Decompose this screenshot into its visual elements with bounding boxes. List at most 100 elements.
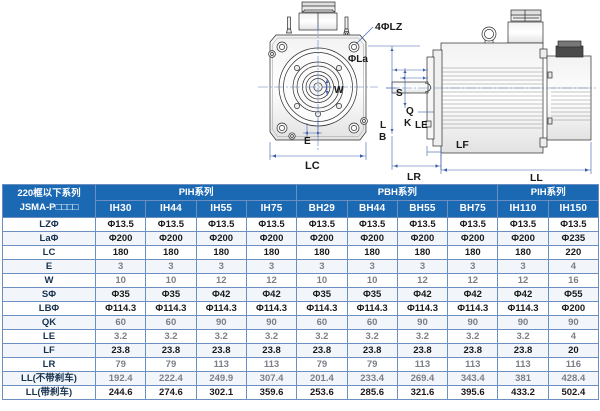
cell-bh75: 3.2 — [447, 329, 499, 344]
cell-bh44: 60 — [346, 315, 398, 330]
cell-bh44: 10 — [346, 273, 398, 288]
cell-ih75: Φ42 — [245, 287, 298, 302]
cell-ih75: 90 — [245, 315, 298, 330]
cell-ih55: 23.8 — [195, 343, 247, 358]
cell-ih55: 3 — [195, 259, 247, 274]
row-label: SΦ — [2, 287, 96, 302]
model-header-ih44: IH44 — [145, 199, 197, 219]
cell-ih150: 116 — [547, 357, 600, 372]
table-row: LC 180 180 180 180 180 180 180 180 180 220 — [2, 245, 600, 260]
cell-ih30: Φ200 — [94, 231, 147, 246]
cell-ih110: 12 — [497, 273, 549, 288]
table-row: LR 79 79 113 113 79 79 113 113 113 116 — [2, 357, 600, 372]
label-4-phi-lz: 4ΦLZ — [375, 21, 403, 33]
model-header-ih75: IH75 — [245, 199, 298, 219]
cell-ih110: 433.2 — [497, 385, 549, 400]
cell-ih30: 244.6 — [94, 385, 147, 400]
cell-ih150: Φ55 — [547, 287, 600, 302]
table-row: LF 23.8 23.8 23.8 23.8 23.8 23.8 23.8 23.8 23.8 20 — [2, 343, 600, 358]
table-row: LL(带刹车) 244.6 274.6 302.1 359.6 253.6 285.6 321… — [2, 385, 600, 400]
cell-ih55: 249.9 — [195, 371, 247, 386]
cell-ih55: Φ42 — [195, 287, 247, 302]
cell-bh29: 3.2 — [296, 329, 348, 344]
row-label: W — [2, 273, 96, 288]
cell-bh75: 90 — [447, 315, 499, 330]
cell-ih44: 23.8 — [145, 343, 197, 358]
cell-bh55: 23.8 — [396, 343, 449, 358]
cell-ih44: Φ200 — [145, 231, 197, 246]
spec-table-body: LZΦ Φ13.5 Φ13.5 Φ13.5 Φ13.5 Φ13.5 Φ13.5 Φ13.5 Φ1… — [2, 217, 600, 400]
cell-ih44: Φ114.3 — [145, 301, 197, 316]
row-label: LaΦ — [2, 231, 96, 246]
cell-ih30: Φ13.5 — [94, 217, 147, 232]
label-l: L — [380, 120, 386, 131]
cell-bh44: 23.8 — [346, 343, 398, 358]
model-header-ih55: IH55 — [195, 199, 247, 219]
cell-ih30: Φ35 — [94, 287, 147, 302]
cell-ih55: 302.1 — [195, 385, 247, 400]
cell-ih150: 220 — [547, 245, 600, 260]
cell-ih44: Φ35 — [145, 287, 197, 302]
cell-ih44: 3 — [145, 259, 197, 274]
table-row: SΦ Φ35 Φ35 Φ42 Φ42 Φ35 Φ35 Φ42 Φ42 Φ42 Φ55 — [2, 287, 600, 302]
table-row: QK 60 60 90 90 60 60 90 90 90 90 — [2, 315, 600, 330]
cell-ih30: 192.4 — [94, 371, 147, 386]
cell-ih55: 90 — [195, 315, 247, 330]
cell-ih55: 180 — [195, 245, 247, 260]
table-row: LE 3.2 3.2 3.2 3.2 3.2 3.2 3.2 3.2 3.2 4 — [2, 329, 600, 344]
cell-ih75: 113 — [245, 357, 298, 372]
cell-ih110: Φ42 — [497, 287, 549, 302]
cell-bh29: Φ13.5 — [296, 217, 348, 232]
cell-ih55: Φ114.3 — [195, 301, 247, 316]
side-dimension-lines — [386, 46, 592, 174]
row-label: LZΦ — [2, 217, 96, 232]
label-b: B — [379, 132, 386, 143]
cell-bh55: Φ114.3 — [396, 301, 449, 316]
label-lc: LC — [305, 160, 320, 172]
row-label: E — [2, 259, 96, 274]
flange-tapped-holes — [294, 65, 342, 117]
cell-bh44: Φ114.3 — [346, 301, 398, 316]
cell-bh55: 113 — [396, 357, 449, 372]
table-row: W 10 10 12 12 10 10 12 12 12 16 — [2, 273, 600, 288]
cell-bh29: 60 — [296, 315, 348, 330]
cell-bh55: Φ200 — [396, 231, 449, 246]
row-label: LR — [2, 357, 96, 372]
cell-bh55: 180 — [396, 245, 449, 260]
spec-table-container: 220框以下系列 JSMA-P□□□□ PIH系列 PBH系列 PIH系列 IH… — [2, 184, 600, 408]
cell-bh55: 321.6 — [396, 385, 449, 400]
cell-ih75: 307.4 — [245, 371, 298, 386]
cell-bh55: 12 — [396, 273, 449, 288]
table-row: LaΦ Φ200 Φ200 Φ200 Φ200 Φ200 Φ200 Φ200 Φ200 Φ200 Φ… — [2, 231, 600, 246]
cell-ih110: Φ200 — [497, 231, 549, 246]
technical-drawing: 4ΦLZ ΦLa W E LC S Q K L B LE LF LR LL — [0, 0, 600, 182]
spec-table-head: 220框以下系列 JSMA-P□□□□ PIH系列 PBH系列 PIH系列 IH… — [2, 184, 600, 219]
cell-ih30: 180 — [94, 245, 147, 260]
label-le: LE — [415, 120, 428, 131]
cell-ih75: Φ200 — [245, 231, 298, 246]
cell-bh55: 3.2 — [396, 329, 449, 344]
corner-line-2: JSMA-P□□□□ — [19, 202, 79, 213]
cell-ih30: 60 — [94, 315, 147, 330]
cell-ih150: 4 — [547, 329, 600, 344]
cell-ih150: 428.4 — [547, 371, 600, 386]
row-label: QK — [2, 315, 96, 330]
table-row: LZΦ Φ13.5 Φ13.5 Φ13.5 Φ13.5 Φ13.5 Φ13.5 Φ13.5 Φ1… — [2, 217, 600, 232]
cell-bh44: 3 — [346, 259, 398, 274]
label-phi-la: ΦLa — [348, 54, 368, 65]
cell-ih150: Φ200 — [547, 301, 600, 316]
table-corner-header: 220框以下系列 JSMA-P□□□□ — [2, 184, 96, 218]
model-header-bh29: BH29 — [296, 199, 348, 219]
cell-ih150: Φ235 — [547, 231, 600, 246]
cell-ih55: 3.2 — [195, 329, 247, 344]
cell-bh44: Φ200 — [346, 231, 398, 246]
cell-bh29: 10 — [296, 273, 348, 288]
cell-bh75: 23.8 — [447, 343, 499, 358]
cell-bh55: Φ42 — [396, 287, 449, 302]
group-header-pbh: PBH系列 — [296, 184, 499, 201]
cell-bh75: Φ114.3 — [447, 301, 499, 316]
cell-bh29: 253.6 — [296, 385, 348, 400]
front-top-connector — [298, 1, 338, 31]
cell-bh29: 23.8 — [296, 343, 348, 358]
